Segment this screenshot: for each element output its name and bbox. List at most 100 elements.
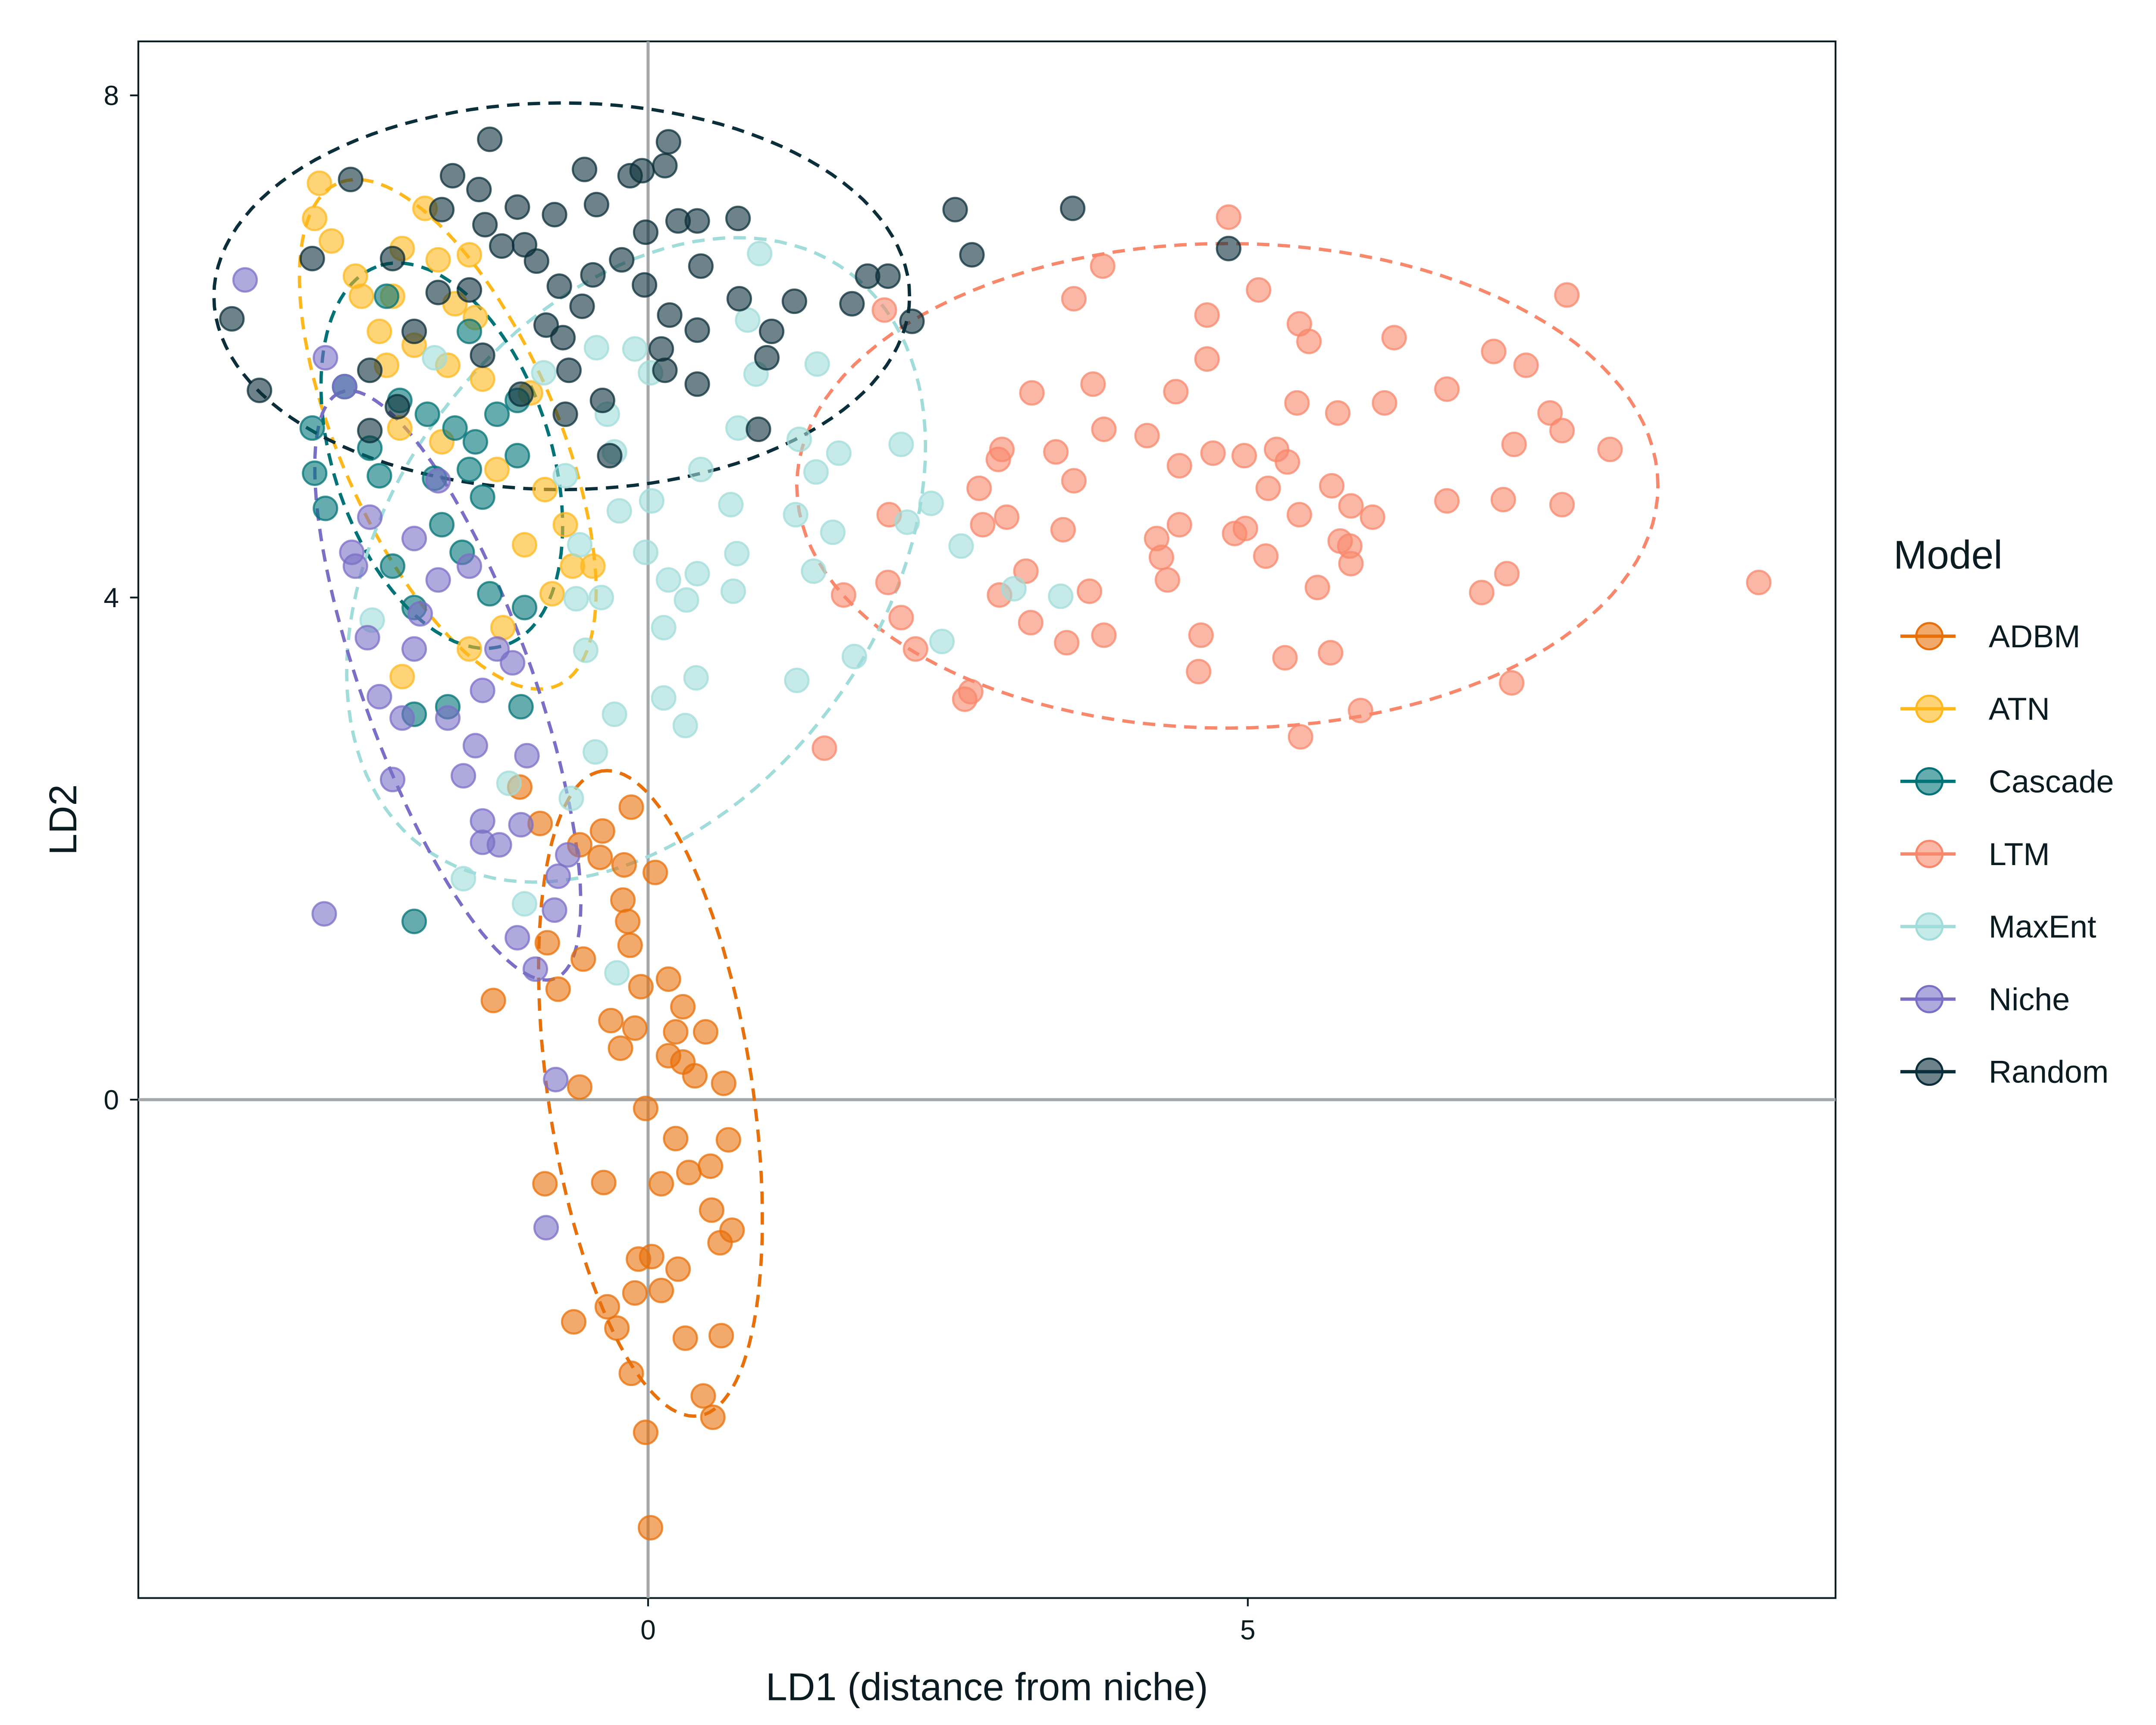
legend-marker: [1915, 767, 1944, 796]
point-atn: [319, 228, 345, 254]
ellipse-atn: [298, 178, 598, 691]
point-adbm: [611, 852, 637, 878]
point-random: [648, 336, 674, 362]
point-ltm: [1090, 253, 1116, 279]
point-maxent: [783, 502, 808, 528]
point-maxent: [451, 866, 476, 892]
point-maxent: [573, 637, 599, 663]
point-ltm: [1019, 380, 1045, 406]
y-tick-label: 8: [103, 80, 119, 111]
point-random: [959, 242, 985, 268]
point-ltm: [1304, 574, 1330, 600]
point-maxent: [718, 492, 744, 518]
point-random: [839, 291, 865, 317]
point-cascade: [470, 484, 495, 510]
point-random: [569, 293, 595, 319]
point-niche: [542, 897, 567, 923]
point-ltm: [1018, 610, 1044, 636]
point-ltm: [1166, 453, 1192, 479]
point-cascade: [302, 460, 328, 486]
point-maxent: [720, 578, 746, 604]
point-adbm: [690, 1383, 716, 1409]
point-ltm: [1061, 286, 1087, 312]
legend-label: Cascade: [1989, 763, 2114, 799]
point-ltm: [1080, 371, 1106, 397]
point-niche: [456, 553, 483, 579]
legend-title: Model: [1893, 532, 2002, 577]
point-random: [597, 443, 623, 469]
point-ltm: [1154, 567, 1181, 593]
point-random: [652, 153, 678, 179]
point-random: [726, 286, 752, 312]
point-adbm: [617, 932, 643, 958]
point-adbm: [655, 1043, 681, 1069]
point-adbm: [711, 1070, 736, 1096]
point-ltm: [1348, 697, 1373, 724]
point-atn: [387, 415, 413, 441]
point-cascade: [299, 415, 325, 441]
point-ltm: [985, 446, 1011, 472]
point-ltm: [1494, 561, 1520, 586]
point-random: [456, 277, 483, 303]
legend-item-maxent: MaxEnt: [1900, 909, 2096, 944]
point-ltm: [1148, 544, 1175, 571]
point-adbm: [615, 908, 641, 935]
point-niche: [232, 267, 258, 293]
point-ltm: [812, 735, 837, 761]
legend: Model ADBM ATN Cascade LTM MaxEnt Niche Random: [1893, 532, 2114, 1089]
point-ltm: [1513, 352, 1539, 378]
point-atn: [511, 532, 538, 558]
point-maxent: [1048, 583, 1074, 609]
point-atn: [470, 366, 495, 392]
point-random: [247, 377, 273, 403]
point-ltm: [1246, 277, 1272, 303]
point-atn: [539, 581, 565, 607]
legend-label: Niche: [1989, 981, 2070, 1017]
point-cascade: [508, 694, 534, 720]
point-random: [725, 205, 751, 232]
point-ltm: [1360, 504, 1385, 530]
point-atn: [484, 457, 510, 483]
point-niche: [486, 832, 512, 858]
point-ltm: [1253, 543, 1279, 569]
point-niche: [342, 553, 368, 579]
point-maxent: [622, 336, 648, 362]
point-maxent: [558, 785, 584, 811]
point-ltm: [1091, 622, 1117, 648]
point-ltm: [1134, 423, 1160, 448]
legend-marker: [1915, 694, 1944, 723]
point-random: [571, 157, 598, 182]
point-ltm: [1194, 302, 1220, 328]
point-ltm: [1077, 578, 1103, 604]
point-niche: [332, 373, 357, 400]
point-niche: [379, 767, 406, 793]
point-ltm: [1434, 488, 1460, 514]
point-adbm: [663, 1019, 689, 1045]
point-random: [609, 247, 635, 273]
point-atn: [302, 205, 328, 232]
point-random: [552, 401, 578, 427]
point-ltm: [830, 582, 856, 608]
point-atn: [456, 242, 483, 268]
legend-label: ADBM: [1989, 618, 2081, 654]
point-adbm: [587, 844, 613, 870]
point-random: [338, 166, 364, 192]
point-random: [299, 245, 325, 272]
point-ltm: [875, 570, 901, 596]
point-random: [385, 394, 411, 420]
point-adbm: [665, 1256, 691, 1282]
y-tick-label: 0: [103, 1084, 119, 1115]
point-ltm: [1481, 339, 1507, 364]
point-niche: [401, 636, 427, 662]
point-maxent: [747, 241, 773, 267]
point-adbm: [610, 887, 636, 913]
point-ltm: [871, 297, 897, 323]
point-ltm: [1194, 346, 1220, 372]
point-ltm: [1222, 521, 1247, 546]
point-random: [489, 233, 515, 259]
point-maxent: [567, 532, 593, 558]
legend-label: Random: [1989, 1054, 2109, 1090]
point-niche: [514, 743, 540, 768]
point-maxent: [606, 498, 632, 524]
point-ltm: [1549, 492, 1575, 518]
